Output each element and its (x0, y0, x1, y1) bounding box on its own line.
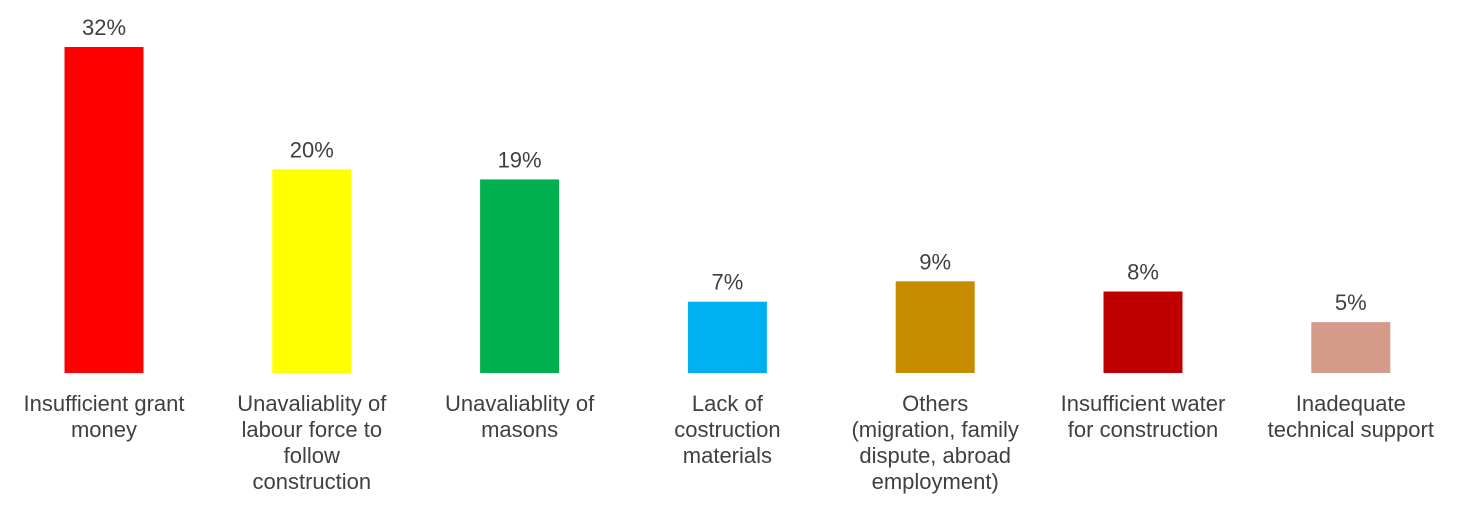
category-label-6: Insufficient water for construction (1061, 391, 1226, 442)
bar-6 (1103, 291, 1183, 373)
bar-2 (272, 169, 352, 374)
data-label-4: 7% (712, 270, 744, 295)
data-label-7: 5% (1335, 290, 1367, 315)
data-label-2: 20% (290, 137, 334, 162)
category-label-line: labour force to (241, 417, 382, 442)
category-label-line: for construction (1068, 417, 1218, 442)
category-label-line: money (71, 417, 137, 442)
category-label-line: costruction (674, 417, 780, 442)
category-label-line: Inadequate (1296, 391, 1406, 416)
bar-5 (895, 281, 975, 373)
data-label-group: 32% 20% 19% 7% 9% 8% 5% (82, 15, 1367, 315)
category-label-4: Lack of costruction materials (674, 391, 780, 468)
bar-7 (1311, 322, 1391, 373)
category-label-3: Unavaliablity of masons (445, 391, 595, 442)
data-label-5: 9% (919, 249, 951, 274)
data-label-6: 8% (1127, 260, 1159, 285)
category-label-line: Others (902, 391, 968, 416)
bar-3 (480, 179, 560, 373)
bar-4 (687, 301, 767, 373)
data-label-1: 32% (82, 15, 126, 40)
data-label-3: 19% (498, 147, 542, 172)
category-label-2: Unavaliablity of labour force to follow con… (237, 391, 387, 494)
category-label-line: materials (683, 443, 772, 468)
category-label-line: construction (252, 469, 371, 494)
category-label-line: technical support (1268, 417, 1434, 442)
category-label-line: Insufficient grant (23, 391, 184, 416)
category-label-line: Unavaliablity of (445, 391, 595, 416)
category-label-line: follow (284, 443, 340, 468)
category-label-line: masons (481, 417, 558, 442)
category-label-7: Inadequate technical support (1268, 391, 1434, 442)
category-label-1: Insufficient grant money (23, 391, 184, 442)
category-label-line: dispute, abroad (859, 443, 1011, 468)
bar-1 (64, 47, 144, 373)
category-label-line: (migration, family (851, 417, 1018, 442)
category-label-line: Unavaliablity of (237, 391, 387, 416)
category-label-5: Others (migration, family dispute, abroad e… (851, 391, 1018, 494)
category-label-line: employment) (872, 469, 999, 494)
bar-group (64, 47, 1391, 374)
category-label-line: Lack of (692, 391, 764, 416)
category-label-line: Insufficient water (1061, 391, 1226, 416)
